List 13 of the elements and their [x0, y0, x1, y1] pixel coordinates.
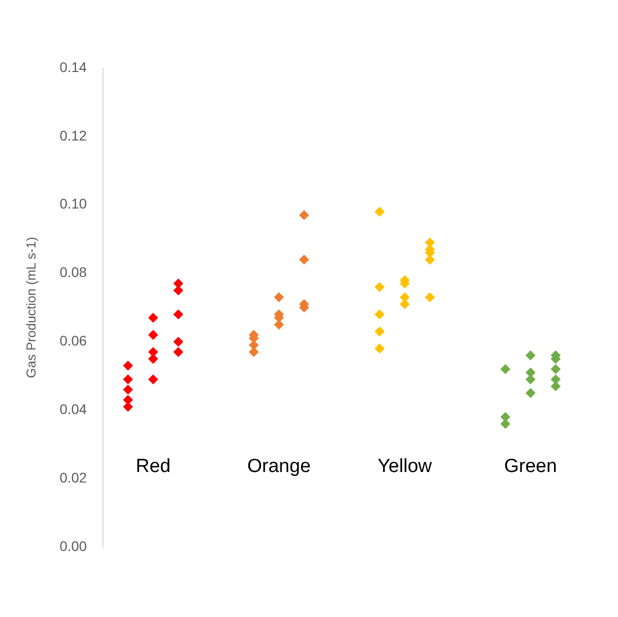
x-tick-label: Yellow: [378, 456, 432, 478]
y-tick-label: 0.14: [60, 58, 88, 75]
y-tick-label: 0.06: [60, 332, 88, 349]
x-tick-label: Red: [136, 456, 171, 478]
y-tick-label: 0.08: [60, 264, 88, 280]
y-tick-label: 0.10: [60, 196, 88, 212]
x-tick-label: Orange: [247, 456, 311, 478]
y-axis-title: Gas Production (mL s-1): [23, 236, 38, 378]
y-tick-label: 0.00: [60, 538, 88, 554]
y-tick-label: 0.12: [60, 127, 88, 144]
y-tick-label: 0.02: [60, 469, 88, 486]
y-tick-label: 0.04: [60, 401, 88, 417]
x-tick-label: Green: [504, 456, 557, 478]
